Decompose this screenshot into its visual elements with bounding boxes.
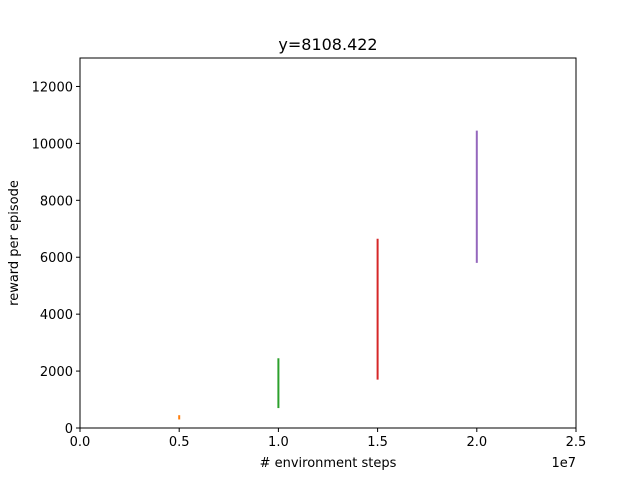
x-tick-label: 1.0 [268, 435, 289, 450]
chart-title: y=8108.422 [278, 35, 377, 54]
plot-frame [79, 57, 577, 429]
y-tick-label: 4000 [40, 308, 73, 323]
y-axis-label: reward per episode [7, 180, 22, 306]
x-tick-label: 0.0 [70, 435, 91, 450]
x-axis-label: # environment steps [260, 456, 397, 471]
x-tick-label: 2.5 [566, 435, 587, 450]
y-tick-label: 6000 [40, 251, 73, 266]
x-axis-offset-label: 1e7 [551, 456, 576, 471]
y-tick-label: 2000 [40, 365, 73, 380]
y-tick-label: 12000 [32, 80, 73, 95]
x-tick-label: 1.5 [367, 435, 388, 450]
x-tick-label: 0.5 [169, 435, 190, 450]
y-axis-ticks: 0 2000 4000 6000 8000 10000 12000 [32, 80, 80, 437]
data-marks [178, 130, 478, 420]
y-tick-label: 10000 [32, 137, 73, 152]
y-tick-label: 0 [65, 422, 73, 437]
y-tick-label: 8000 [40, 194, 73, 209]
x-tick-label: 2.0 [466, 435, 487, 450]
x-axis-ticks: 0.0 0.5 1.0 1.5 2.0 2.5 [70, 428, 587, 450]
